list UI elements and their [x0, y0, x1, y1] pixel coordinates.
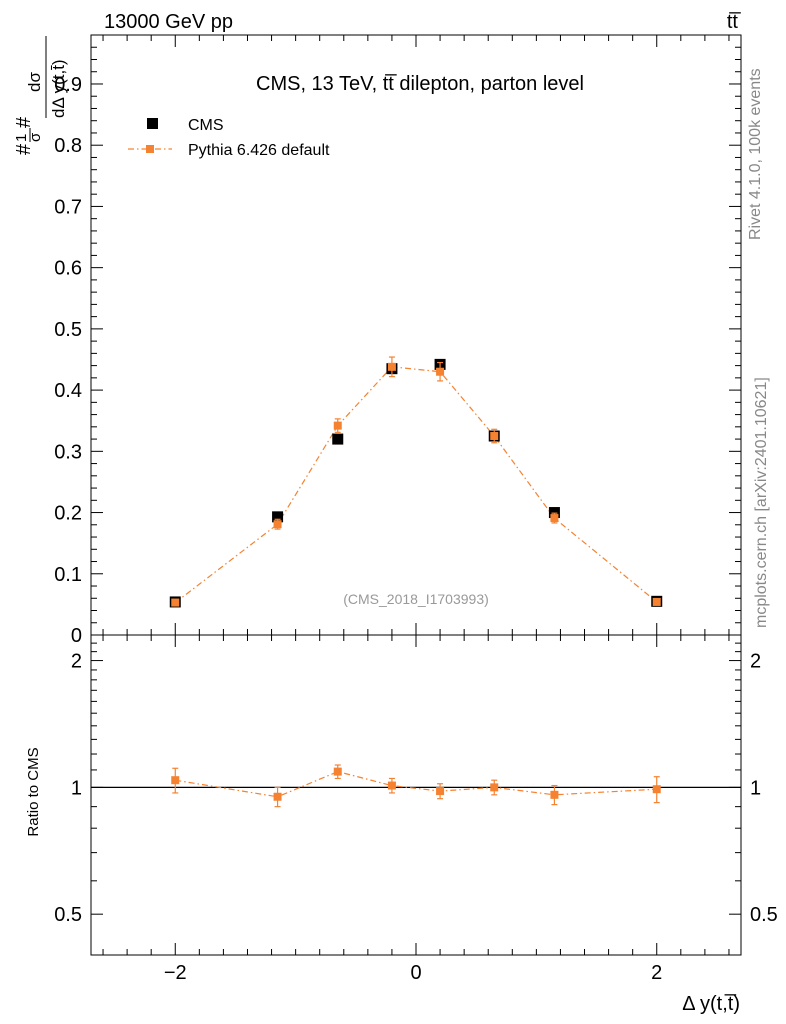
main-y-tick-label: 0.9 [54, 74, 82, 96]
x-tick-label: 2 [651, 962, 662, 984]
chart-title: CMS, 13 TeV, tt̅ dilepton, parton level [256, 73, 584, 95]
legend-cms-marker [147, 118, 158, 129]
ratio-point [333, 767, 342, 776]
legend-cms-label: CMS [188, 117, 224, 134]
x-tick-labels: −2 0 2 [164, 962, 662, 984]
pythia-point [333, 421, 342, 430]
main-y-tick-label: 0.2 [54, 503, 82, 525]
x-tick-label: −2 [164, 962, 187, 984]
energy-label: 13000 GeV pp [104, 11, 233, 33]
pythia-point [436, 367, 445, 376]
ratio-point [490, 783, 499, 792]
x-tick-label: 0 [410, 962, 421, 984]
legend-pythia-label: Pythia 6.426 default [188, 142, 330, 159]
main-y-tick-label: 0.6 [54, 258, 82, 280]
legend-pythia-marker [146, 145, 154, 153]
ratio-panel-frame [90, 634, 742, 956]
analysis-watermark: (CMS_2018_I1703993) [343, 591, 489, 607]
legend: CMS Pythia 6.426 default [128, 117, 330, 159]
main-y-tick-label: 0.7 [54, 196, 82, 218]
ratio-y-tick-label-right: 2 [750, 651, 761, 673]
pythia-point [273, 520, 282, 529]
cms-point [332, 433, 344, 445]
pythia-point [490, 432, 499, 441]
ratio-y-tick-labels: 0.5 0.5 1 1 2 2 [54, 651, 778, 927]
ratio-y-tick-label-left: 0.5 [54, 904, 82, 926]
pythia-point [652, 597, 661, 606]
main-y-axis-label-one: 1 [13, 134, 30, 142]
main-axis-ticks [91, 35, 741, 636]
main-y-tick-label: 0.1 [54, 564, 82, 586]
main-y-tick-label: 0.8 [54, 135, 82, 157]
cms-point [548, 507, 560, 519]
main-y-tick-label: 0 [71, 625, 82, 647]
main-y-tick-label: 0.5 [54, 319, 82, 341]
x-axis-label: Δ y(t,t̅) [682, 993, 740, 1015]
ratio-y-tick-label-right: 0.5 [750, 904, 778, 926]
ratio-axis-ticks [91, 635, 741, 956]
pythia-point [550, 514, 559, 523]
main-y-axis-label-hash: # [13, 116, 35, 128]
pythia-point [171, 598, 180, 607]
ratio-y-tick-label-right: 1 [750, 777, 761, 799]
cms-point [272, 511, 284, 523]
process-label: tt̅ [727, 11, 741, 33]
ratio-point [171, 776, 180, 785]
ratio-point [550, 790, 559, 799]
ratio-point [652, 785, 661, 794]
ratio-y-tick-label-left: 1 [71, 777, 82, 799]
pythia-point [387, 362, 396, 371]
ratio-point [273, 792, 282, 801]
main-y-axis-label-prefix: # [13, 143, 35, 155]
main-data-layer [169, 356, 663, 608]
ratio-point [436, 787, 445, 796]
ratio-point [387, 781, 396, 790]
pythia-line [174, 366, 658, 604]
main-y-axis-label-sigma: σ [27, 132, 44, 142]
main-y-tick-labels: 0 0.1 0.2 0.3 0.4 0.5 0.6 0.7 0.8 0.9 [54, 74, 82, 647]
main-y-axis-label: # 1 σ # dσ dΔ y(t,t̄) [13, 36, 68, 155]
rivet-version-label: Rivet 4.1.0, 100k events [747, 68, 764, 240]
main-y-tick-label: 0.4 [54, 380, 82, 402]
main-y-tick-label: 0.3 [54, 441, 82, 463]
ratio-y-axis-label: Ratio to CMS [25, 747, 42, 836]
ratio-data-layer [91, 764, 741, 808]
main-y-axis-label-numerator: dσ [25, 72, 44, 92]
ratio-y-tick-label-left: 2 [71, 651, 82, 673]
main-y-axis-label-denominator: dΔ y(t,t̄) [49, 59, 68, 118]
mcplots-label: mcplots.cern.ch [arXiv:2401.10621] [753, 377, 770, 628]
ratio-pythia-line [175, 770, 657, 798]
